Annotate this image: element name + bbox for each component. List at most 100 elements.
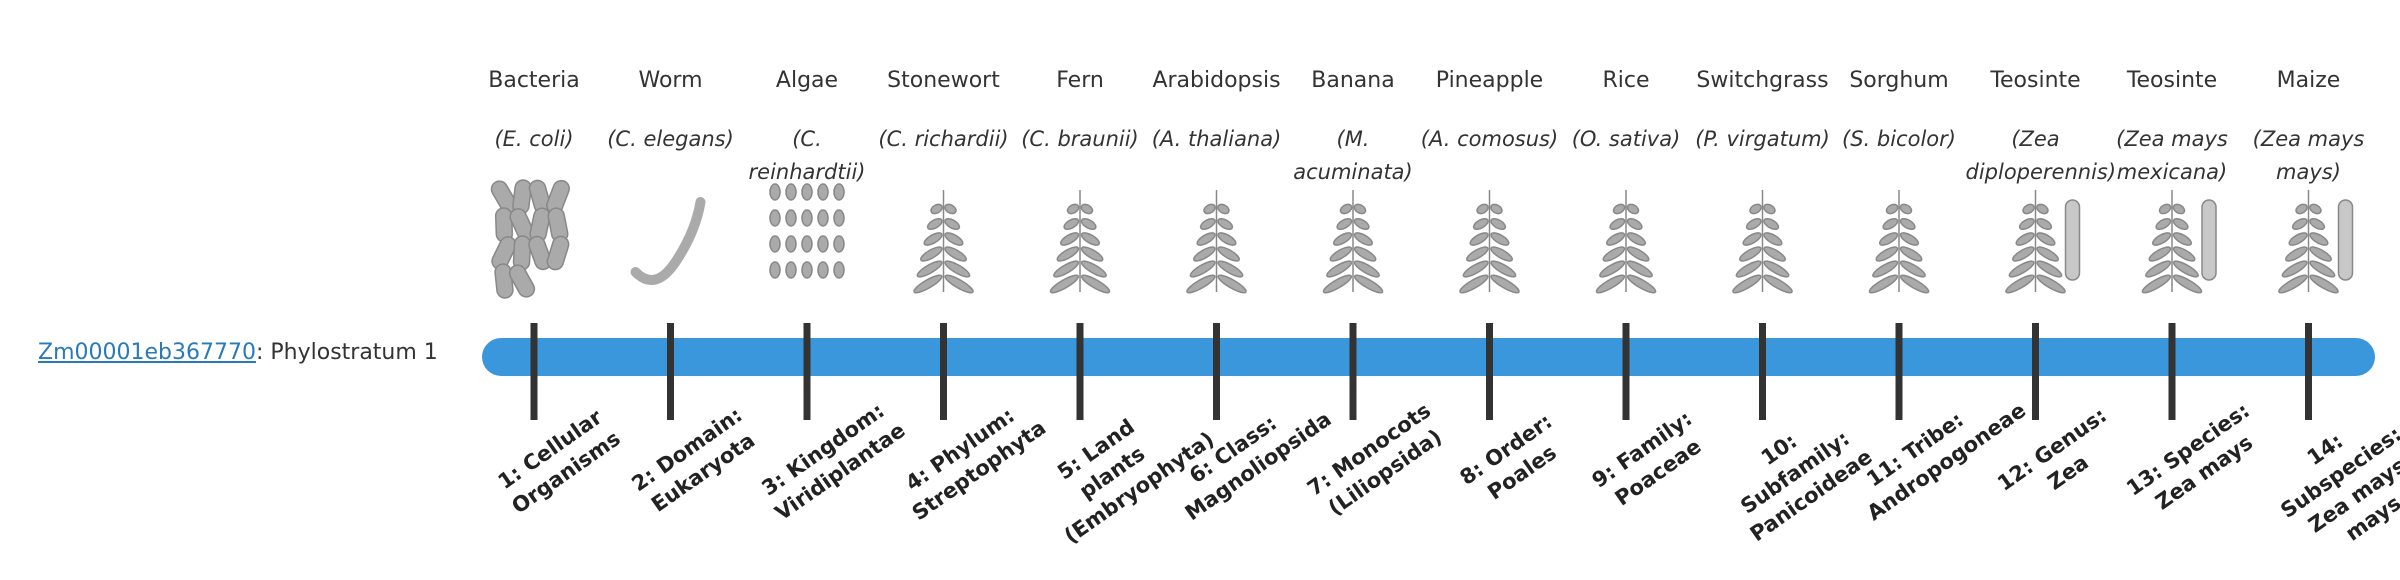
cell <box>817 183 829 201</box>
ear <box>2337 199 2354 281</box>
leaf <box>1186 274 1216 294</box>
cell <box>528 235 552 271</box>
organism-icon <box>1732 190 1793 294</box>
leaf <box>1609 217 1626 231</box>
leaf <box>1626 246 1650 262</box>
leaf <box>1053 260 1080 278</box>
cell <box>833 183 845 201</box>
leaf <box>1476 203 1489 215</box>
leaf <box>1217 217 1234 231</box>
leaf <box>1080 232 1101 246</box>
cell <box>508 264 536 298</box>
leaf <box>2278 274 2308 294</box>
leaf <box>1626 217 1643 231</box>
worm <box>630 197 706 285</box>
leaf <box>2288 232 2308 246</box>
leaf <box>1749 203 1762 215</box>
leaf <box>1339 203 1353 215</box>
leaf <box>1739 246 1762 262</box>
leaf <box>1189 260 1216 278</box>
leaf <box>1332 232 1353 246</box>
leaf <box>1763 203 1776 215</box>
leaf <box>1763 232 1783 246</box>
leaf <box>944 260 971 278</box>
leaf <box>1080 203 1094 215</box>
organism-name: Pineapple <box>1435 68 1544 93</box>
cell <box>801 261 813 279</box>
leaf <box>1732 274 1762 294</box>
leaf <box>2008 260 2035 278</box>
leaf <box>1203 203 1216 215</box>
leaf <box>1080 274 1111 294</box>
leaf <box>2158 203 2172 215</box>
leaf <box>2172 260 2199 278</box>
leaf <box>1899 246 1923 262</box>
cell <box>546 235 570 271</box>
leaf <box>2172 232 2193 246</box>
leaf <box>1899 274 1930 294</box>
leaf <box>1459 274 1489 294</box>
species-name: (M. acuminata) <box>1293 127 1413 184</box>
leaf <box>1878 232 1899 246</box>
organism-icon <box>1868 190 1930 294</box>
leaf <box>2151 232 2172 246</box>
cell <box>801 235 813 253</box>
leaf <box>2141 274 2172 294</box>
leaf <box>2036 217 2053 231</box>
leaf <box>1602 246 1626 262</box>
leaf <box>2036 260 2063 278</box>
leaf <box>1080 217 1097 231</box>
timeline-bar <box>482 338 2375 376</box>
cell <box>785 209 797 227</box>
leaf <box>1872 260 1899 278</box>
organism-name: Maize <box>2276 68 2341 93</box>
organism-name: Stonewort <box>887 68 1000 93</box>
organism-name: Arabidopsis <box>1152 68 1281 93</box>
species-name: (A. comosus) <box>1420 127 1559 151</box>
gene-link[interactable]: Zm00001eb367770 <box>38 340 256 365</box>
leaf <box>1599 260 1626 278</box>
leaf <box>1490 260 1517 278</box>
leaf <box>1469 232 1489 246</box>
organism-name: Bacteria <box>488 68 580 93</box>
leaf <box>1059 232 1080 246</box>
leaf <box>1735 260 1762 278</box>
leaf <box>1899 217 1916 231</box>
organism-name: Teosinte <box>1990 68 2081 93</box>
leaf <box>1490 232 1510 246</box>
ear <box>2201 199 2217 281</box>
leaf <box>1490 203 1503 215</box>
species-name: (C. richardii) <box>878 127 1009 151</box>
organism-icon <box>1322 190 1384 294</box>
leaf <box>2172 246 2196 262</box>
species-name: (C. reinhardtii) <box>748 127 866 184</box>
species-name: (Zea mays mexicana) <box>2116 127 2228 184</box>
species-name: (E. coli) <box>494 127 574 151</box>
leaf <box>1322 274 1353 294</box>
leaf <box>1199 217 1216 231</box>
leaf <box>1763 246 1786 262</box>
organism-name: Algae <box>775 68 839 93</box>
leaf <box>944 232 964 246</box>
leaf <box>1217 246 1240 262</box>
organism-icon <box>2141 190 2217 294</box>
leaf <box>1353 232 1374 246</box>
leaf <box>2036 274 2066 294</box>
leaf <box>1875 246 1899 262</box>
organism-name: Rice <box>1602 68 1650 93</box>
species-name: (O. sativa) <box>1571 127 1681 151</box>
leaf <box>944 217 961 231</box>
leaf <box>2172 203 2186 215</box>
leaf <box>1193 246 1216 262</box>
leaf <box>1329 246 1353 262</box>
species-name: (C. elegans) <box>607 127 734 151</box>
leaf <box>2309 260 2336 278</box>
cell <box>833 209 845 227</box>
leaf <box>1626 203 1640 215</box>
cell <box>817 209 829 227</box>
leaf <box>1612 203 1626 215</box>
leaf <box>1885 203 1899 215</box>
leaf <box>1899 232 1920 246</box>
cell <box>785 235 797 253</box>
